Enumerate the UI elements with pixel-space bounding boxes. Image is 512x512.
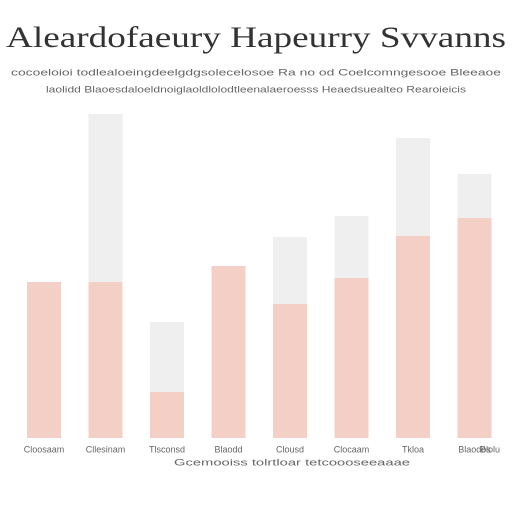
subtitle: laolidd Blaoesdaloeldnoiglaoldlolodtleen… bbox=[46, 84, 467, 94]
bar-segment bbox=[150, 392, 184, 438]
x-tick-label: Tlsconsd bbox=[149, 444, 185, 454]
bar-segment bbox=[396, 236, 430, 438]
bar-segment bbox=[150, 322, 184, 392]
x-tick-label: Blaodos bbox=[458, 444, 491, 454]
chart-title: Aleardofaeury Hapeurry Svvanns bbox=[6, 21, 506, 54]
x-tick-label: Cloosaam bbox=[24, 444, 65, 454]
bar-segment bbox=[334, 278, 369, 438]
bar-segment bbox=[211, 266, 246, 438]
bar-segment bbox=[88, 282, 123, 438]
bar-segment bbox=[88, 114, 123, 282]
subtitle: cocoeloioi todlealoeingdeelgdgsoleceloso… bbox=[11, 67, 501, 77]
x-tick-label: Blolu bbox=[480, 444, 500, 454]
bar-segment bbox=[457, 218, 492, 438]
x-tick-label: Cllesinam bbox=[86, 444, 126, 454]
bar-segment bbox=[273, 304, 307, 438]
x-tick-label: Clousd bbox=[276, 444, 304, 454]
bar-segment bbox=[334, 216, 369, 278]
x-tick-label: Clocaam bbox=[334, 444, 370, 454]
x-tick-label: Tkloa bbox=[402, 444, 424, 454]
bar-segment bbox=[273, 237, 307, 304]
bar-segment bbox=[396, 138, 430, 236]
bar-segment bbox=[457, 174, 492, 218]
bar-segment bbox=[27, 282, 61, 438]
x-axis-label: Gcemooiss tolrtloar tetcoooseeaaae bbox=[174, 457, 410, 467]
x-tick-label: Blaodd bbox=[214, 444, 242, 454]
